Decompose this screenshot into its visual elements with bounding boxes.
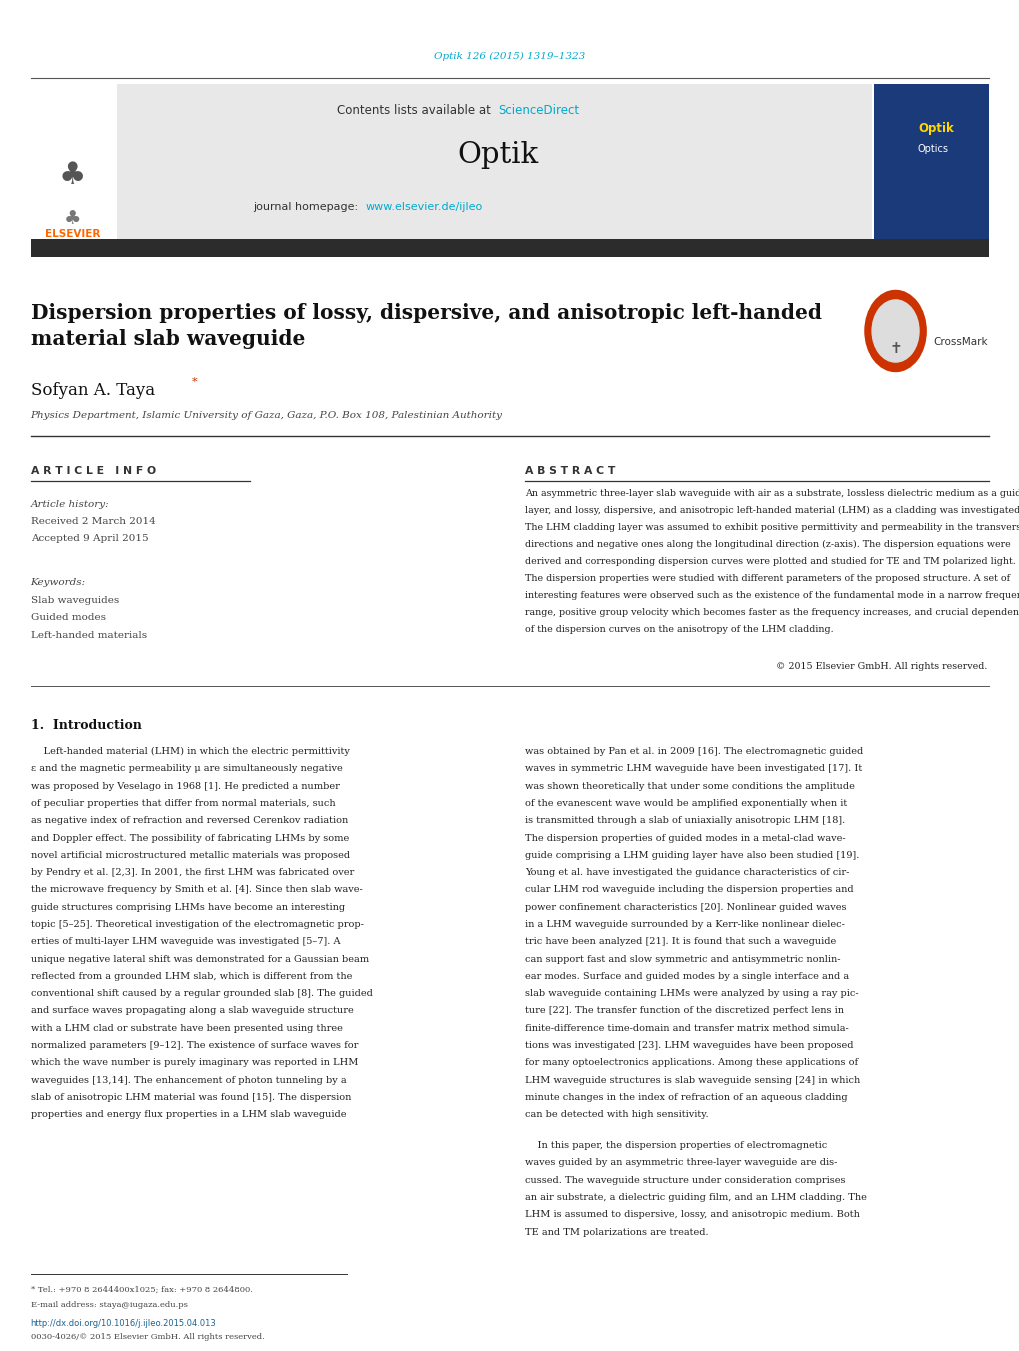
Text: novel artificial microstructured metallic materials was proposed: novel artificial microstructured metalli… xyxy=(31,851,350,859)
Text: The dispersion properties of guided modes in a metal-clad wave-: The dispersion properties of guided mode… xyxy=(525,834,845,843)
Text: slab of anisotropic LHM material was found [15]. The dispersion: slab of anisotropic LHM material was fou… xyxy=(31,1093,351,1102)
Text: journal homepage:: journal homepage: xyxy=(254,201,362,212)
Text: guide comprising a LHM guiding layer have also been studied [19].: guide comprising a LHM guiding layer hav… xyxy=(525,851,859,859)
Text: and surface waves propagating along a slab waveguide structure: and surface waves propagating along a sl… xyxy=(31,1006,353,1016)
Text: Accepted 9 April 2015: Accepted 9 April 2015 xyxy=(31,534,148,543)
Text: ScienceDirect: ScienceDirect xyxy=(497,104,579,118)
FancyBboxPatch shape xyxy=(31,84,114,240)
Text: Optik 126 (2015) 1319–1323: Optik 126 (2015) 1319–1323 xyxy=(434,53,585,61)
FancyBboxPatch shape xyxy=(873,84,988,240)
Text: ♣: ♣ xyxy=(63,209,82,228)
Text: tric have been analyzed [21]. It is found that such a waveguide: tric have been analyzed [21]. It is foun… xyxy=(525,938,836,946)
Text: waveguides [13,14]. The enhancement of photon tunneling by a: waveguides [13,14]. The enhancement of p… xyxy=(31,1075,345,1085)
Text: and Doppler effect. The possibility of fabricating LHMs by some: and Doppler effect. The possibility of f… xyxy=(31,834,348,843)
Text: Sofyan A. Taya: Sofyan A. Taya xyxy=(31,382,155,400)
Text: ε and the magnetic permeability μ are simultaneously negative: ε and the magnetic permeability μ are si… xyxy=(31,765,342,773)
Text: ✝: ✝ xyxy=(889,340,901,357)
Text: Keywords:: Keywords: xyxy=(31,578,86,588)
Bar xyxy=(31,239,988,257)
Text: Optik: Optik xyxy=(917,122,953,135)
Text: power confinement characteristics [20]. Nonlinear guided waves: power confinement characteristics [20]. … xyxy=(525,902,846,912)
Text: in a LHM waveguide surrounded by a Kerr-like nonlinear dielec-: in a LHM waveguide surrounded by a Kerr-… xyxy=(525,920,845,929)
Text: © 2015 Elsevier GmbH. All rights reserved.: © 2015 Elsevier GmbH. All rights reserve… xyxy=(775,662,986,671)
Text: range, positive group velocity which becomes faster as the frequency increases, : range, positive group velocity which bec… xyxy=(525,608,1019,617)
Text: Contents lists available at: Contents lists available at xyxy=(336,104,494,118)
Text: which the wave number is purely imaginary was reported in LHM: which the wave number is purely imaginar… xyxy=(31,1058,358,1067)
Text: cussed. The waveguide structure under consideration comprises: cussed. The waveguide structure under co… xyxy=(525,1175,845,1185)
Text: unique negative lateral shift was demonstrated for a Gaussian beam: unique negative lateral shift was demons… xyxy=(31,955,368,963)
Text: minute changes in the index of refraction of an aqueous cladding: minute changes in the index of refractio… xyxy=(525,1093,847,1102)
Text: CrossMark: CrossMark xyxy=(932,336,987,347)
Text: cular LHM rod waveguide including the dispersion properties and: cular LHM rod waveguide including the di… xyxy=(525,885,853,894)
Text: layer, and lossy, dispersive, and anisotropic left-handed material (LHM) as a cl: layer, and lossy, dispersive, and anisot… xyxy=(525,507,1019,515)
Text: waves guided by an asymmetric three-layer waveguide are dis-: waves guided by an asymmetric three-laye… xyxy=(525,1158,837,1167)
Text: properties and energy flux properties in a LHM slab waveguide: properties and energy flux properties in… xyxy=(31,1111,345,1119)
Text: Physics Department, Islamic University of Gaza, Gaza, P.O. Box 108, Palestinian : Physics Department, Islamic University o… xyxy=(31,411,502,420)
Text: as negative index of refraction and reversed Cerenkov radiation: as negative index of refraction and reve… xyxy=(31,816,347,825)
Text: An asymmetric three-layer slab waveguide with air as a substrate, lossless diele: An asymmetric three-layer slab waveguide… xyxy=(525,489,1019,499)
Text: 1.  Introduction: 1. Introduction xyxy=(31,719,142,732)
Text: an air substrate, a dielectric guiding film, and an LHM cladding. The: an air substrate, a dielectric guiding f… xyxy=(525,1193,866,1202)
Text: Young et al. have investigated the guidance characteristics of cir-: Young et al. have investigated the guida… xyxy=(525,869,849,877)
Text: is transmitted through a slab of uniaxially anisotropic LHM [18].: is transmitted through a slab of uniaxia… xyxy=(525,816,845,825)
Text: www.elsevier.de/ijleo: www.elsevier.de/ijleo xyxy=(365,201,482,212)
Text: Optik: Optik xyxy=(457,142,538,169)
Text: for many optoelectronics applications. Among these applications of: for many optoelectronics applications. A… xyxy=(525,1058,858,1067)
Text: Article history:: Article history: xyxy=(31,500,109,509)
Text: was obtained by Pan et al. in 2009 [16]. The electromagnetic guided: was obtained by Pan et al. in 2009 [16].… xyxy=(525,747,863,757)
Text: LHM is assumed to dispersive, lossy, and anisotropic medium. Both: LHM is assumed to dispersive, lossy, and… xyxy=(525,1210,859,1219)
Circle shape xyxy=(871,300,918,362)
Text: *: * xyxy=(192,377,198,386)
Text: was proposed by Veselago in 1968 [1]. He predicted a number: was proposed by Veselago in 1968 [1]. He… xyxy=(31,782,339,790)
Text: derived and corresponding dispersion curves were plotted and studied for TE and : derived and corresponding dispersion cur… xyxy=(525,557,1015,566)
Text: ♣: ♣ xyxy=(59,161,86,190)
Text: interesting features were observed such as the existence of the fundamental mode: interesting features were observed such … xyxy=(525,592,1019,600)
Text: ELSEVIER: ELSEVIER xyxy=(45,228,100,239)
Text: 0030-4026/© 2015 Elsevier GmbH. All rights reserved.: 0030-4026/© 2015 Elsevier GmbH. All righ… xyxy=(31,1333,264,1342)
Text: topic [5–25]. Theoretical investigation of the electromagnetic prop-: topic [5–25]. Theoretical investigation … xyxy=(31,920,363,929)
Text: A R T I C L E   I N F O: A R T I C L E I N F O xyxy=(31,466,156,476)
Text: the microwave frequency by Smith et al. [4]. Since then slab wave-: the microwave frequency by Smith et al. … xyxy=(31,885,362,894)
Text: In this paper, the dispersion properties of electromagnetic: In this paper, the dispersion properties… xyxy=(525,1142,826,1150)
Text: can be detected with high sensitivity.: can be detected with high sensitivity. xyxy=(525,1111,708,1119)
Text: Received 2 March 2014: Received 2 March 2014 xyxy=(31,517,155,527)
FancyBboxPatch shape xyxy=(117,84,871,240)
Text: conventional shift caused by a regular grounded slab [8]. The guided: conventional shift caused by a regular g… xyxy=(31,989,372,998)
Text: Left-handed material (LHM) in which the electric permittivity: Left-handed material (LHM) in which the … xyxy=(31,747,350,757)
Text: normalized parameters [9–12]. The existence of surface waves for: normalized parameters [9–12]. The existe… xyxy=(31,1042,358,1050)
Text: by Pendry et al. [2,3]. In 2001, the first LHM was fabricated over: by Pendry et al. [2,3]. In 2001, the fir… xyxy=(31,869,354,877)
Text: The LHM cladding layer was assumed to exhibit positive permittivity and permeabi: The LHM cladding layer was assumed to ex… xyxy=(525,523,1019,532)
Text: slab waveguide containing LHMs were analyzed by using a ray pic-: slab waveguide containing LHMs were anal… xyxy=(525,989,858,998)
Text: reflected from a grounded LHM slab, which is different from the: reflected from a grounded LHM slab, whic… xyxy=(31,971,352,981)
Text: directions and negative ones along the longitudinal direction (z-axis). The disp: directions and negative ones along the l… xyxy=(525,540,1010,550)
Text: guide structures comprising LHMs have become an interesting: guide structures comprising LHMs have be… xyxy=(31,902,344,912)
Text: TE and TM polarizations are treated.: TE and TM polarizations are treated. xyxy=(525,1228,708,1236)
Text: of the dispersion curves on the anisotropy of the LHM cladding.: of the dispersion curves on the anisotro… xyxy=(525,626,834,634)
Text: finite-difference time-domain and transfer matrix method simula-: finite-difference time-domain and transf… xyxy=(525,1024,848,1032)
Text: Left-handed materials: Left-handed materials xyxy=(31,631,147,640)
Text: Guided modes: Guided modes xyxy=(31,613,106,623)
Text: ture [22]. The transfer function of the discretized perfect lens in: ture [22]. The transfer function of the … xyxy=(525,1006,844,1016)
Text: http://dx.doi.org/10.1016/j.ijleo.2015.04.013: http://dx.doi.org/10.1016/j.ijleo.2015.0… xyxy=(31,1319,216,1328)
Circle shape xyxy=(864,290,925,372)
Text: of peculiar properties that differ from normal materials, such: of peculiar properties that differ from … xyxy=(31,798,335,808)
Text: LHM waveguide structures is slab waveguide sensing [24] in which: LHM waveguide structures is slab wavegui… xyxy=(525,1075,860,1085)
Text: erties of multi-layer LHM waveguide was investigated [5–7]. A: erties of multi-layer LHM waveguide was … xyxy=(31,938,339,946)
Text: E-mail address: staya@iugaza.edu.ps: E-mail address: staya@iugaza.edu.ps xyxy=(31,1301,187,1309)
Text: tions was investigated [23]. LHM waveguides have been proposed: tions was investigated [23]. LHM wavegui… xyxy=(525,1042,853,1050)
Text: ear modes. Surface and guided modes by a single interface and a: ear modes. Surface and guided modes by a… xyxy=(525,971,849,981)
Text: The dispersion properties were studied with different parameters of the proposed: The dispersion properties were studied w… xyxy=(525,574,1010,584)
Text: with a LHM clad or substrate have been presented using three: with a LHM clad or substrate have been p… xyxy=(31,1024,342,1032)
Text: Optics: Optics xyxy=(917,143,948,154)
Text: * Tel.: +970 8 2644400x1025; fax: +970 8 2644800.: * Tel.: +970 8 2644400x1025; fax: +970 8… xyxy=(31,1286,253,1294)
Text: waves in symmetric LHM waveguide have been investigated [17]. It: waves in symmetric LHM waveguide have be… xyxy=(525,765,862,773)
Text: Slab waveguides: Slab waveguides xyxy=(31,596,119,605)
Text: can support fast and slow symmetric and antisymmetric nonlin-: can support fast and slow symmetric and … xyxy=(525,955,840,963)
Text: Dispersion properties of lossy, dispersive, and anisotropic left-handed
material: Dispersion properties of lossy, dispersi… xyxy=(31,303,820,349)
Text: of the evanescent wave would be amplified exponentially when it: of the evanescent wave would be amplifie… xyxy=(525,798,847,808)
Text: A B S T R A C T: A B S T R A C T xyxy=(525,466,615,476)
Text: was shown theoretically that under some conditions the amplitude: was shown theoretically that under some … xyxy=(525,782,854,790)
